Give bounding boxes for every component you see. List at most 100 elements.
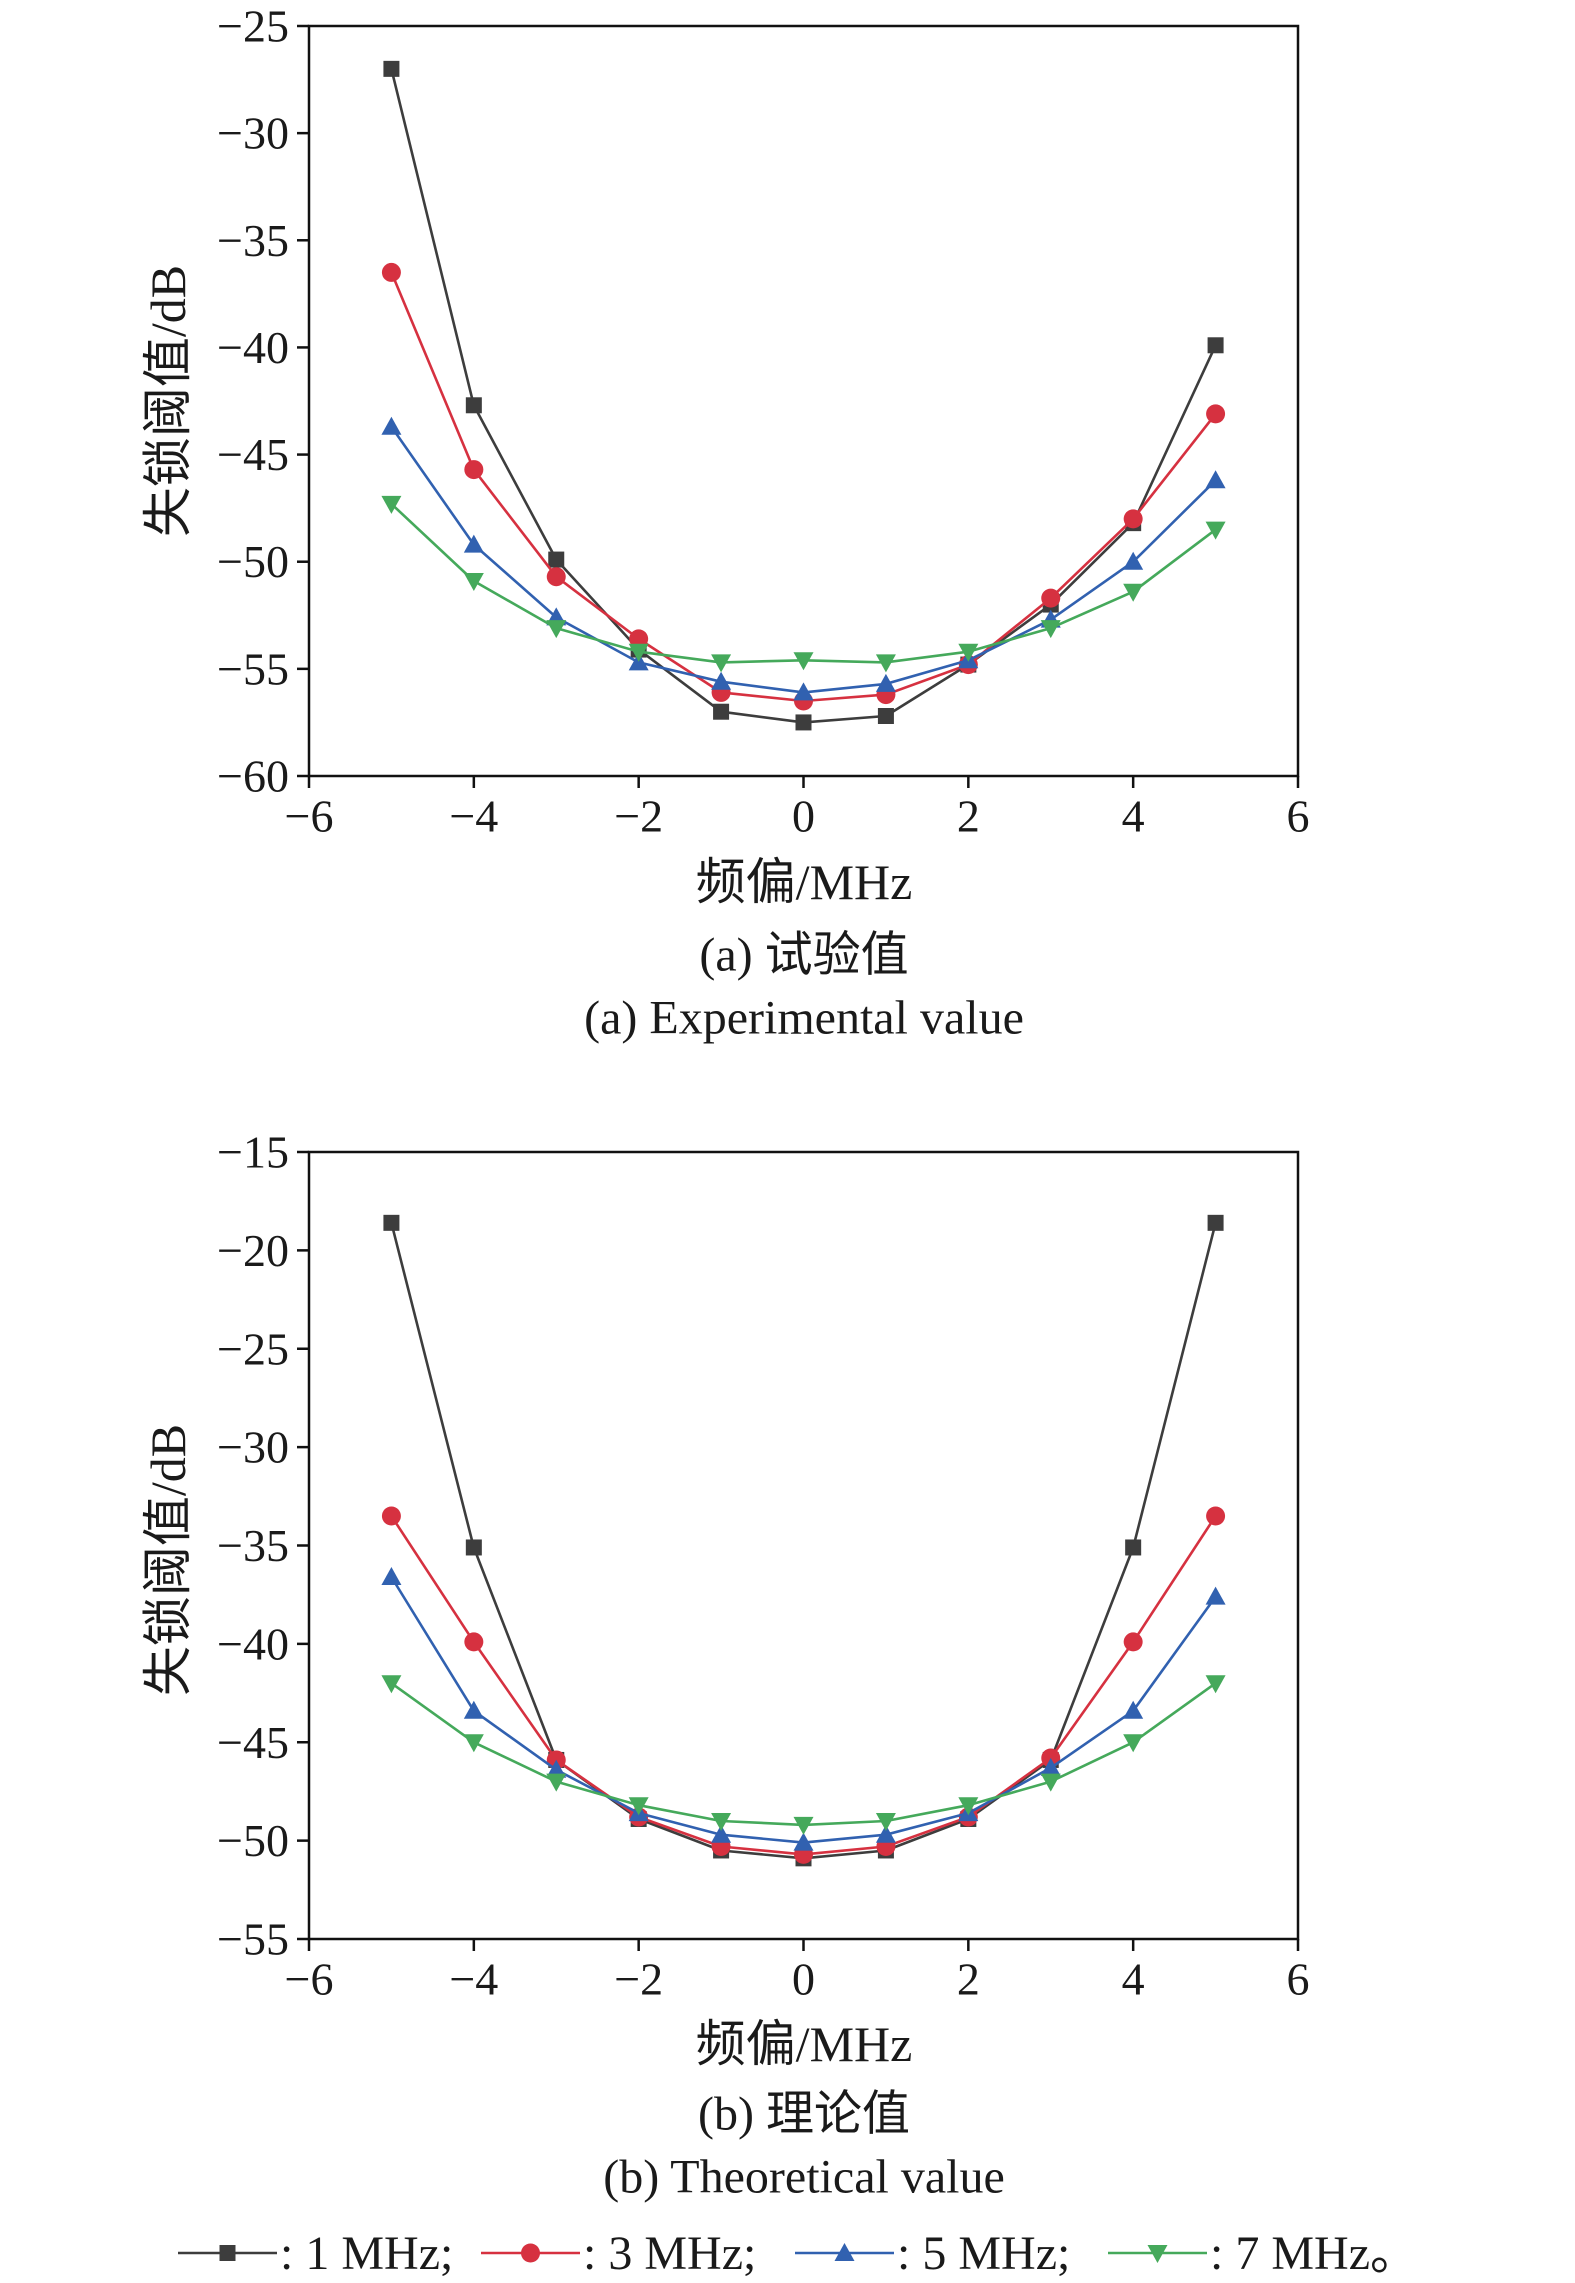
data-point [383, 60, 400, 77]
x-tick-label: −6 [285, 791, 334, 842]
series-7-mhz [381, 495, 1226, 673]
data-point [1123, 1700, 1144, 1719]
x-tick-label: 0 [792, 1954, 815, 2005]
data-point [877, 708, 894, 724]
data-point [793, 1832, 814, 1851]
data-point [1123, 509, 1143, 529]
data-point [793, 652, 814, 671]
legend-terminator: ; [1057, 2227, 1070, 2280]
legend-separator: : [897, 2227, 922, 2280]
x-tick-label: 4 [1122, 1954, 1145, 2005]
data-point [711, 654, 732, 673]
legend-label: : 1 MHz; [280, 2227, 453, 2280]
legend-label: : 7 MHz。 [1210, 2227, 1418, 2280]
legend-label: : 5 MHz; [897, 2227, 1070, 2280]
data-point [1123, 1632, 1143, 1652]
data-point [793, 1816, 814, 1835]
data-point [381, 1566, 402, 1585]
legend-item: : 5 MHz; [795, 2227, 1070, 2280]
x-tick-label: −2 [614, 1954, 663, 2005]
legend-series-name: 5 MHz [922, 2227, 1057, 2280]
data-point [463, 573, 484, 591]
data-point [463, 1700, 484, 1719]
legend-label: : 3 MHz; [583, 2227, 756, 2280]
x-tick-label: 2 [957, 791, 980, 842]
data-point [793, 682, 814, 701]
plot-frame [307, 1150, 1300, 1941]
legend-series-name: 3 MHz [608, 2227, 743, 2280]
data-point [875, 673, 896, 692]
data-point [381, 1506, 401, 1526]
data-point [465, 397, 482, 414]
x-axis-label: 频偏/MHz [696, 854, 913, 910]
legend-item: : 7 MHz。 [1108, 2227, 1418, 2280]
data-point [1040, 1773, 1061, 1792]
legend-item: : 3 MHz; [481, 2227, 756, 2280]
data-point [958, 643, 979, 662]
data-point [1207, 337, 1224, 354]
data-point [711, 671, 732, 690]
data-point [1205, 1675, 1226, 1694]
y-axis-label: 失锁阈值/dB [140, 1424, 196, 1696]
y-tick-label: −25 [217, 1, 289, 52]
data-point [381, 262, 401, 282]
data-point [1123, 551, 1144, 570]
y-tick-label: −45 [217, 1717, 289, 1768]
legend-separator: : [1210, 2227, 1235, 2280]
data-point [1125, 1539, 1142, 1556]
data-point [464, 1632, 484, 1652]
data-point [1123, 1734, 1144, 1753]
legend-series-name: 1 MHz [305, 2227, 440, 2280]
legend-marker [521, 2243, 540, 2263]
data-point [1206, 404, 1226, 424]
data-point [1205, 470, 1226, 489]
chart-b: 失锁阈值/dB 频偏/MHz (b) 理论值 (b) Theoretical v… [140, 1127, 1310, 2204]
data-point [795, 714, 812, 731]
y-tick-label: −35 [217, 1520, 289, 1571]
data-point [1207, 1214, 1224, 1231]
data-point [546, 620, 567, 639]
data-point [546, 567, 566, 587]
data-point [628, 1797, 649, 1816]
data-point [711, 1812, 732, 1831]
x-tick-label: 6 [1287, 1954, 1310, 2005]
x-tick-label: −4 [449, 791, 498, 842]
data-point [629, 629, 649, 649]
legend-marker [1147, 2245, 1168, 2263]
legend-marker [834, 2243, 855, 2261]
legend: : 1 MHz;: 3 MHz;: 5 MHz;: 7 MHz。 [178, 2227, 1418, 2280]
legend-terminator: 。 [1370, 2227, 1418, 2280]
data-point [711, 1824, 732, 1843]
y-tick-label: −55 [217, 643, 289, 694]
x-tick-label: 2 [957, 1954, 980, 2005]
data-point [1040, 620, 1061, 639]
y-axis-label: 失锁阈值/dB [140, 265, 196, 537]
data-point [546, 1773, 567, 1792]
x-tick-label: 4 [1122, 791, 1145, 842]
series-7-mhz [381, 1675, 1226, 1835]
data-point [381, 1675, 402, 1694]
y-tick-label: −50 [217, 536, 289, 587]
y-tick-label: −30 [217, 108, 289, 159]
data-point [1123, 583, 1144, 602]
data-point [463, 534, 484, 553]
data-point [548, 551, 565, 568]
data-point [875, 1812, 896, 1831]
data-point [381, 495, 402, 514]
chart-a: 失锁阈值/dB 频偏/MHz (a) 试验值 (a) Experimental … [140, 1, 1310, 1045]
data-point [1205, 1586, 1226, 1605]
x-tick-label: 0 [792, 791, 815, 842]
x-tick-label: −4 [449, 1954, 498, 2005]
caption-en: (a) Experimental value [584, 992, 1024, 1045]
y-tick-label: −30 [217, 1422, 289, 1473]
y-tick-label: −25 [217, 1323, 289, 1374]
caption-cn: (b) 理论值 [698, 2088, 910, 2141]
data-point [713, 703, 730, 720]
y-tick-label: −40 [217, 1618, 289, 1669]
y-tick-label: −60 [217, 751, 289, 802]
data-point [958, 1797, 979, 1816]
caption-en: (b) Theoretical value [603, 2151, 1005, 2204]
data-point [546, 1759, 567, 1778]
